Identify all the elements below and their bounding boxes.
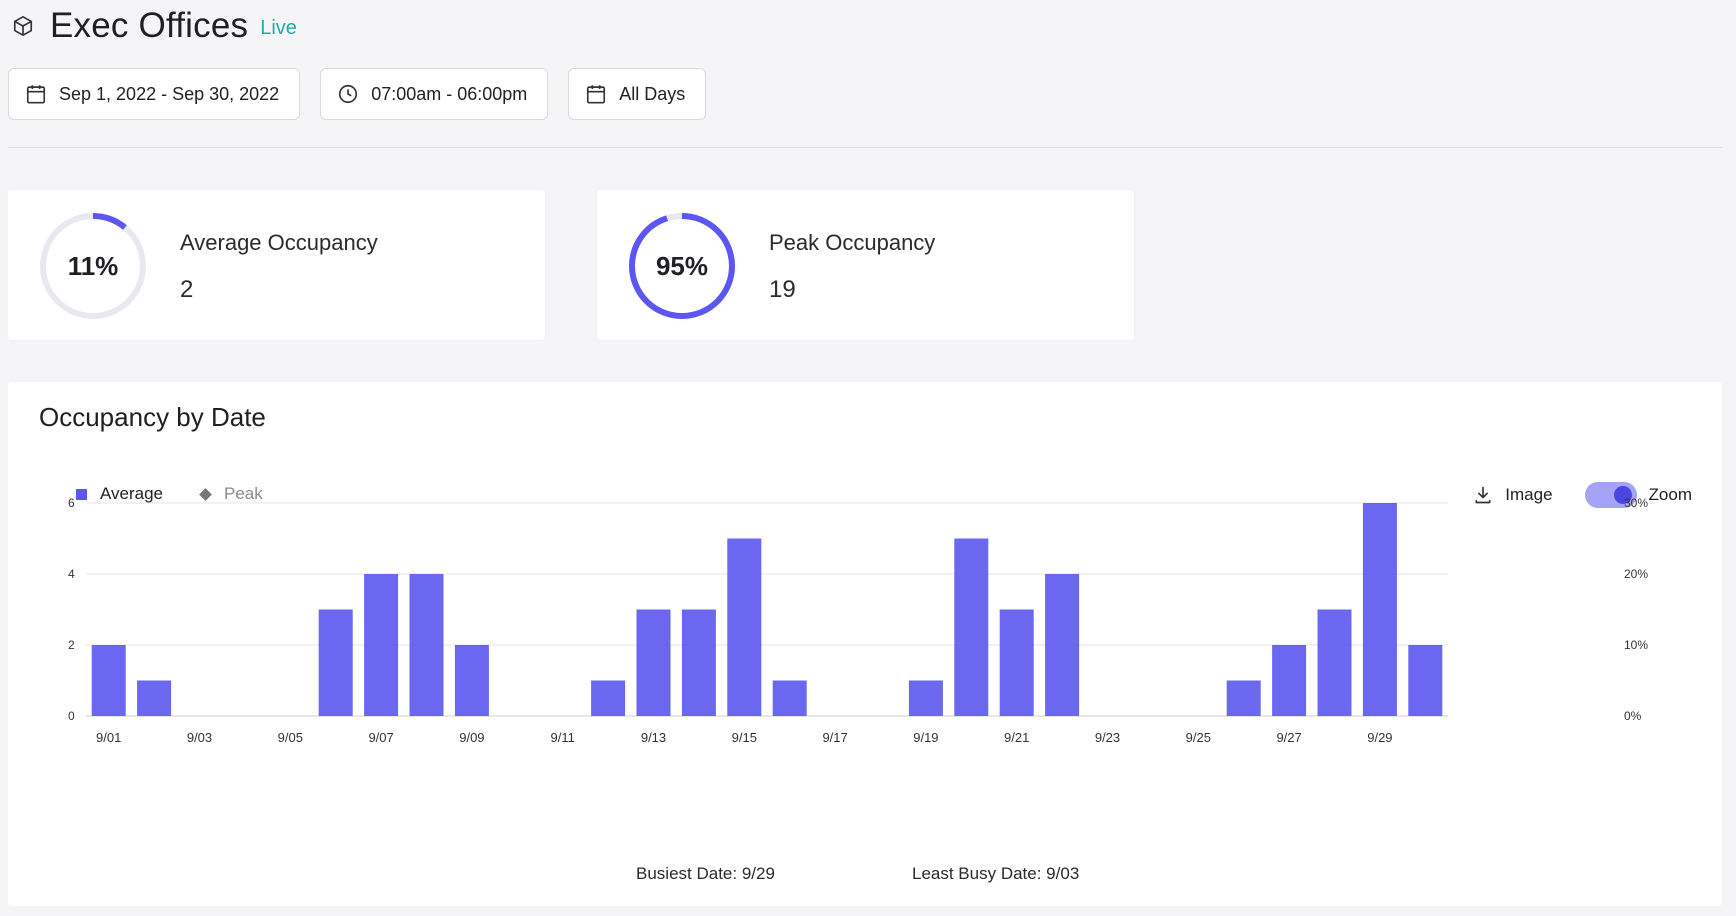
page-title: Exec Offices <box>50 6 249 45</box>
bar <box>1408 645 1443 716</box>
y2-tick-label: 0% <box>1624 709 1642 723</box>
page-header: Exec Offices Live <box>12 6 297 46</box>
average-swatch <box>76 488 87 500</box>
y2-tick-label: 20% <box>1624 567 1648 581</box>
chart-title: Occupancy by Date <box>39 402 266 432</box>
bar <box>636 609 671 716</box>
x-tick-label: 9/25 <box>1186 730 1211 745</box>
bar <box>1317 609 1352 716</box>
download-image-button[interactable]: Image <box>1473 485 1553 505</box>
y2-tick-label: 30% <box>1624 496 1648 510</box>
bar <box>454 645 489 716</box>
zoom-label: Zoom <box>1648 485 1692 504</box>
cube-icon <box>12 15 34 37</box>
average-occupancy-title: Average Occupancy <box>180 230 378 255</box>
x-tick-label: 9/19 <box>913 730 938 745</box>
x-tick-label: 9/21 <box>1004 730 1029 745</box>
time-range-button[interactable]: 07:00am - 06:00pm <box>320 68 549 120</box>
days-filter-button[interactable]: All Days <box>568 68 707 120</box>
calendar-icon <box>587 85 606 104</box>
x-tick-label: 9/15 <box>732 730 757 745</box>
x-tick-label: 9/23 <box>1095 730 1120 745</box>
clock-icon <box>339 84 358 104</box>
bar <box>409 574 444 716</box>
occupancy-chart-card: Occupancy by Date Average Peak Image Zoo… <box>8 382 1722 906</box>
legend-item-average[interactable]: Average <box>76 484 163 504</box>
legend-average-label: Average <box>100 484 164 503</box>
peak-occupancy-card: 95% Peak Occupancy 19 <box>597 190 1134 340</box>
bar <box>91 645 126 716</box>
y-tick-label: 0 <box>68 709 75 723</box>
x-tick-label: 9/07 <box>368 730 393 745</box>
bar <box>1272 645 1307 716</box>
x-tick-label: 9/03 <box>187 730 212 745</box>
bar <box>591 680 626 716</box>
header-divider <box>8 147 1722 148</box>
zoom-toggle-knob <box>1613 486 1632 504</box>
chart-legend: Average Peak <box>76 484 299 504</box>
peak-occupancy-title: Peak Occupancy <box>769 230 936 255</box>
average-occupancy-card: 11% Average Occupancy 2 <box>8 190 545 340</box>
filter-bar: Sep 1, 2022 - Sep 30, 2022 07:00am - 06:… <box>8 68 707 120</box>
x-tick-label: 9/13 <box>641 730 666 745</box>
average-occupancy-percent: 11% <box>67 250 119 281</box>
y2-tick-label: 10% <box>1624 638 1648 652</box>
busiest-date-label: Busiest Date: 9/29 <box>636 864 775 883</box>
x-tick-label: 9/11 <box>551 730 575 745</box>
legend-item-peak[interactable]: Peak <box>199 484 263 504</box>
x-tick-label: 9/09 <box>459 730 484 745</box>
x-tick-label: 9/27 <box>1276 730 1301 745</box>
bar <box>137 680 172 716</box>
calendar-icon <box>26 85 46 104</box>
occupancy-bar-chart: 0 2 4 6 0% 10% 20% 30% 9/01 9/03 9/05 9/07 9/09 9/11 9… <box>68 496 1648 745</box>
bar <box>681 609 716 716</box>
x-tick-label: 9/01 <box>96 730 121 745</box>
image-label: Image <box>1505 485 1553 504</box>
peak-occupancy-percent: 95% <box>655 250 709 281</box>
date-range-button[interactable]: Sep 1, 2022 - Sep 30, 2022 <box>8 68 301 120</box>
least-busy-date-label: Least Busy Date: 9/03 <box>912 864 1080 883</box>
legend-peak-label: Peak <box>224 484 263 503</box>
download-icon <box>1475 486 1491 504</box>
bar <box>318 609 353 716</box>
x-tick-label: 9/05 <box>278 730 303 745</box>
bar <box>772 680 807 716</box>
bar <box>1226 680 1261 716</box>
y-tick-label: 2 <box>68 638 75 652</box>
peak-occupancy-ring <box>629 213 735 319</box>
peak-occupancy-value: 19 <box>769 276 796 303</box>
bar <box>1045 574 1080 716</box>
x-tick-label: 9/29 <box>1367 730 1392 745</box>
days-filter-label: All Days <box>619 83 686 104</box>
bar <box>364 574 399 716</box>
x-tick-label: 9/17 <box>822 730 847 745</box>
live-status-badge: Live <box>260 16 297 39</box>
bar <box>999 609 1034 716</box>
date-range-label: Sep 1, 2022 - Sep 30, 2022 <box>59 83 280 104</box>
zoom-toggle[interactable] <box>1584 482 1637 508</box>
time-range-label: 07:00am - 06:00pm <box>371 83 528 104</box>
chart-tools: Image Zoom <box>1473 482 1692 508</box>
bar <box>908 680 943 716</box>
y-tick-label: 4 <box>68 567 75 581</box>
y-tick-label: 6 <box>68 496 75 510</box>
average-occupancy-value: 2 <box>180 276 194 303</box>
bar <box>954 538 989 716</box>
bar <box>1362 503 1397 716</box>
bar <box>727 538 762 716</box>
average-occupancy-ring <box>40 213 146 319</box>
